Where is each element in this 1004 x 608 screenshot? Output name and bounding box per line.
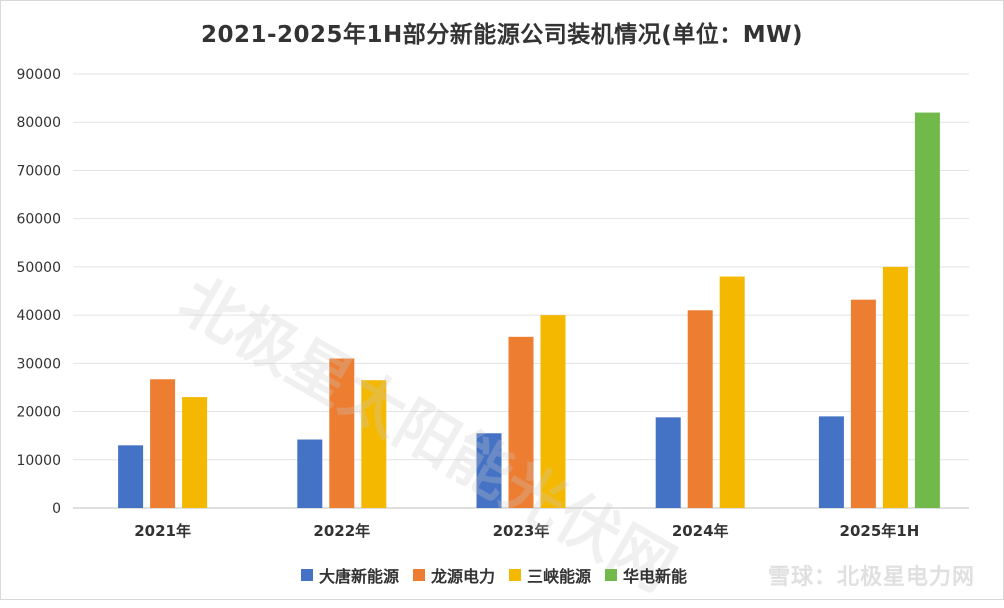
y-tick-label: 50000 — [16, 260, 61, 276]
bar — [297, 439, 323, 508]
bars — [118, 112, 940, 509]
bar — [182, 397, 208, 508]
y-tick-label: 60000 — [16, 212, 61, 228]
legend-item: 大唐新能源 — [301, 563, 399, 587]
y-tick-label: 40000 — [16, 308, 61, 324]
y-tick-label: 30000 — [16, 356, 61, 372]
legend-swatch — [605, 569, 618, 581]
y-tick-label: 10000 — [16, 453, 61, 469]
y-tick-label: 90000 — [16, 67, 61, 83]
legend-swatch — [509, 569, 522, 581]
bar — [850, 299, 876, 508]
y-axis-ticks: 0 10000 20000 30000 40000 50000 60000 70000 8000… — [16, 67, 61, 517]
x-axis-categories: 2021年 2022年 2023年 2024年 2025年1H — [134, 522, 919, 540]
bar — [150, 379, 176, 508]
bar — [540, 315, 566, 508]
bar — [118, 445, 144, 508]
bar — [329, 358, 355, 508]
bar — [719, 276, 745, 508]
legend-swatch — [413, 569, 426, 581]
y-tick-label: 20000 — [16, 405, 61, 421]
legend-label: 三峡能源 — [527, 567, 592, 586]
x-category-label: 2023年 — [493, 522, 550, 540]
bar — [687, 310, 713, 508]
bar — [655, 417, 681, 508]
legend-item: 三峡能源 — [509, 563, 591, 587]
bar — [914, 112, 940, 509]
x-category-label: 2022年 — [313, 522, 370, 540]
bar — [818, 416, 844, 508]
bar — [476, 433, 502, 508]
bar — [361, 380, 387, 508]
legend-label: 龙源电力 — [431, 567, 496, 586]
y-tick-label: 80000 — [16, 115, 61, 131]
chart-title: 2021-2025年1H部分新能源公司装机情况(单位：MW) — [200, 22, 804, 48]
legend-label: 大唐新能源 — [319, 567, 400, 586]
legend: 大唐新能源 龙源电力 三峡能源 华电新能 — [301, 563, 687, 587]
x-category-label: 2024年 — [672, 522, 729, 540]
y-tick-label: 70000 — [16, 163, 61, 179]
x-category-label: 2025年1H — [840, 522, 920, 540]
corner-watermark: 雪球：北极星电力网 — [767, 565, 975, 590]
x-category-label: 2021年 — [134, 522, 191, 540]
bar — [882, 266, 908, 508]
legend-item: 华电新能 — [605, 563, 687, 587]
bar — [508, 336, 534, 508]
legend-swatch — [301, 569, 313, 581]
legend-label: 华电新能 — [623, 567, 688, 586]
y-tick-label: 0 — [52, 501, 61, 517]
legend-item: 龙源电力 — [413, 563, 495, 587]
